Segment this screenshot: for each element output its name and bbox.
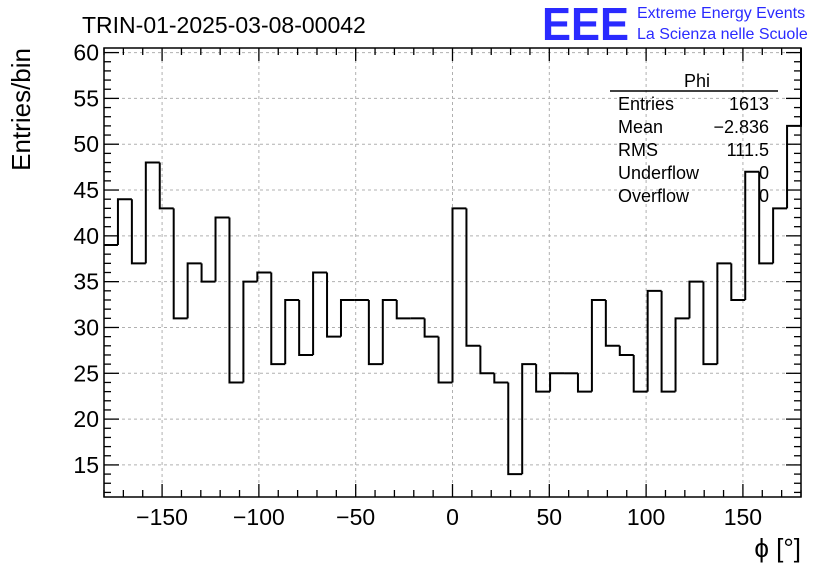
- y-tick-label-2: 25: [73, 360, 99, 386]
- y-tick-label-9: 60: [73, 40, 99, 66]
- y-tick-label-4: 35: [73, 269, 99, 295]
- stats-label-rms: RMS: [618, 140, 658, 160]
- histogram-bin-23: [423, 318, 439, 338]
- histogram-bin-4: [158, 162, 174, 210]
- stats-value-rms: 111.5: [727, 140, 769, 160]
- stats-label-mean: Mean: [618, 117, 663, 137]
- histogram-bin-40: [660, 290, 676, 393]
- histogram-bin-27: [479, 345, 495, 375]
- histogram-bin-43: [702, 281, 718, 366]
- stats-box-title: Phi: [684, 71, 710, 91]
- y-tick-label-5: 40: [73, 223, 99, 249]
- x-tick-label-0: −150: [136, 504, 188, 530]
- histogram-bin-8: [214, 216, 230, 282]
- histogram-bin-47: [758, 171, 774, 265]
- histogram-bin-16: [326, 272, 341, 338]
- x-tick-label-4: 50: [537, 504, 563, 530]
- x-tick-label-1: −100: [233, 504, 285, 530]
- logo-mark: EEE: [542, 0, 629, 50]
- logo-line-1: Extreme Energy Events: [637, 5, 805, 22]
- eee-logo: EEE Extreme Energy Events La Scienza nel…: [542, 0, 808, 50]
- logo-line-2: La Scienza nelle Scuole: [637, 26, 808, 43]
- histogram-bin-14: [298, 299, 314, 356]
- histogram-bin-36: [604, 299, 620, 347]
- chart-title: TRIN-01-2025-03-08-00042: [82, 12, 366, 38]
- y-tick-label-3: 30: [73, 314, 99, 340]
- histogram-bin-10: [242, 280, 258, 383]
- histogram-bin-41: [674, 317, 690, 392]
- y-tick-label-1: 20: [73, 406, 99, 432]
- x-tick-label-3: 0: [446, 504, 459, 530]
- histogram-bin-31: [535, 364, 551, 393]
- axis-ticks: [103, 48, 802, 497]
- histogram-bin-26: [465, 208, 481, 347]
- histogram-bin-39: [646, 289, 662, 392]
- histogram-bin-21: [395, 299, 411, 320]
- histogram-bin-44: [716, 262, 732, 365]
- x-tick-label-5: 100: [627, 504, 665, 530]
- stats-value-overflow: 0: [759, 186, 769, 206]
- stats-box: Phi Entries 1613 Mean −2.836 RMS 111.5 U…: [610, 71, 778, 206]
- histogram-bin-37: [618, 345, 634, 356]
- histogram-bin-12: [270, 272, 286, 366]
- y-tick-label-8: 55: [73, 85, 99, 111]
- histogram-bin-30: [521, 363, 537, 475]
- histogram-bin-46: [744, 170, 760, 300]
- histogram-bin-45: [730, 263, 746, 301]
- histogram-bin-6: [186, 262, 202, 319]
- histogram-bin-17: [339, 298, 355, 337]
- y-tick-labels: 15 20 25 30 35 40 45 50 55 60: [73, 40, 99, 478]
- stats-value-entries: 1613: [729, 94, 769, 114]
- stats-value-mean: −2.836: [713, 117, 769, 137]
- histogram-bin-24: [437, 336, 453, 384]
- x-tick-labels: −150 −100 −50 0 50 100 150: [136, 504, 762, 530]
- y-axis-title: Entries/bin: [6, 48, 36, 171]
- x-tick-label-6: 150: [724, 504, 762, 530]
- stats-label-overflow: Overflow: [618, 186, 690, 206]
- y-tick-label-6: 45: [73, 177, 99, 203]
- x-axis-title: ϕ [°]: [754, 533, 801, 563]
- histogram-bin-42: [688, 280, 704, 319]
- histogram-bin-38: [632, 354, 648, 393]
- histogram-bin-15: [312, 271, 328, 355]
- histogram-bin-5: [172, 208, 188, 320]
- stats-value-underflow: 0: [759, 163, 769, 183]
- histogram-series: [104, 48, 802, 476]
- x-tick-label-2: −50: [336, 504, 375, 530]
- histogram-bin-19: [367, 299, 383, 366]
- histogram-bin-28: [493, 373, 509, 384]
- histogram-bin-29: [507, 382, 523, 476]
- histogram-bin-48: [772, 207, 788, 264]
- histogram-bin-25: [451, 207, 467, 383]
- histogram-bin-20: [381, 298, 397, 365]
- stats-label-underflow: Underflow: [618, 163, 700, 183]
- histogram-bin-34: [576, 373, 592, 393]
- histogram-bin-7: [200, 263, 216, 283]
- stats-label-entries: Entries: [618, 94, 674, 114]
- histogram-bin-2: [130, 199, 146, 265]
- histogram-bin-3: [144, 161, 160, 264]
- y-tick-label-7: 50: [73, 131, 99, 157]
- histogram-bin-32: [549, 372, 565, 392]
- histogram-bin-13: [284, 298, 300, 365]
- histogram-bin-9: [228, 217, 244, 384]
- histogram-bin-35: [590, 298, 606, 392]
- y-tick-label-0: 15: [73, 452, 99, 478]
- histogram-bin-11: [256, 271, 272, 282]
- histogram-bin-1: [116, 198, 132, 246]
